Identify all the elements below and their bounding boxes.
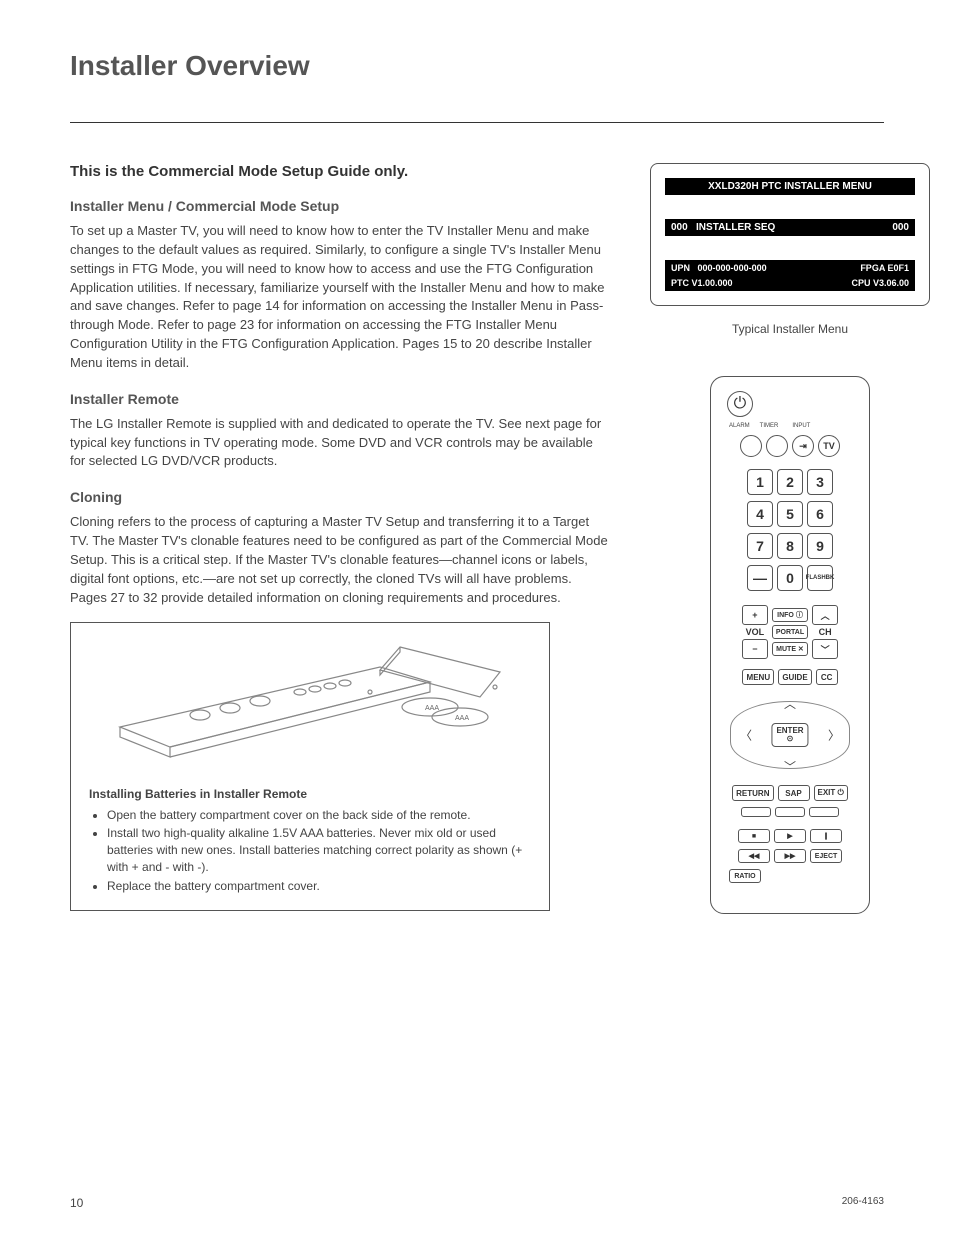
mute-button: MUTE ✕ bbox=[772, 642, 808, 656]
left-column: This is the Commercial Mode Setup Guide … bbox=[70, 163, 610, 914]
remote-diagram: ⏻ ALARM TIMER INPUT ⇥ TV 1 2 3 4 5 6 bbox=[710, 376, 870, 914]
battery-step: Replace the battery compartment cover. bbox=[107, 878, 531, 895]
battery-label-a: AAA bbox=[425, 705, 439, 712]
power-button: ⏻ bbox=[727, 391, 753, 417]
installer-menu-box: XXLD320H PTC INSTALLER MENU 000 INSTALLE… bbox=[650, 163, 930, 306]
alarm-label: ALARM bbox=[729, 423, 750, 429]
vol-down-button: − bbox=[742, 639, 768, 659]
rewind-button: ◀◀ bbox=[738, 849, 770, 863]
alarm-button bbox=[740, 435, 762, 457]
battery-step: Open the battery compartment cover on th… bbox=[107, 807, 531, 824]
arrow-right: 〉 bbox=[828, 727, 840, 744]
num-button: 3 bbox=[807, 469, 833, 495]
arrow-up: ︿ bbox=[784, 695, 796, 712]
pause-button: ∥ bbox=[810, 829, 842, 843]
page-number: 10 bbox=[70, 1196, 83, 1210]
battery-label-b: AAA bbox=[455, 715, 469, 722]
return-button: RETURN bbox=[732, 785, 773, 801]
input-label: INPUT bbox=[792, 423, 810, 429]
page-title: Installer Overview bbox=[70, 50, 884, 82]
flashbk-button: FLASHBK bbox=[807, 565, 833, 591]
arrow-down: ﹀ bbox=[784, 758, 796, 775]
num-button: 6 bbox=[807, 501, 833, 527]
color-button bbox=[741, 807, 771, 817]
guide-note-heading: This is the Commercial Mode Setup Guide … bbox=[70, 163, 610, 180]
timer-label: TIMER bbox=[760, 423, 779, 429]
num-button: 8 bbox=[777, 533, 803, 559]
eject-button: EJECT bbox=[810, 849, 842, 863]
num-button: 2 bbox=[777, 469, 803, 495]
cloning-body: Cloning refers to the process of capturi… bbox=[70, 513, 610, 607]
color-button bbox=[809, 807, 839, 817]
right-column: XXLD320H PTC INSTALLER MENU 000 INSTALLE… bbox=[650, 163, 930, 914]
installer-menu-row: 000 INSTALLER SEQ 000 bbox=[665, 219, 915, 236]
num-button: 5 bbox=[777, 501, 803, 527]
portal-button: PORTAL bbox=[772, 625, 808, 639]
cc-button: CC bbox=[816, 669, 838, 685]
play-button: ▶ bbox=[774, 829, 806, 843]
timer-button bbox=[766, 435, 788, 457]
divider bbox=[70, 122, 884, 123]
menu-setup-body: To set up a Master TV, you will need to … bbox=[70, 222, 610, 373]
battery-steps-list: Open the battery compartment cover on th… bbox=[89, 807, 531, 895]
vol-label: VOL bbox=[746, 627, 765, 637]
battery-step: Install two high-quality alkaline 1.5V A… bbox=[107, 825, 531, 875]
installer-menu-footer-1: UPN 000-000-000-000 FPGA E0F1 bbox=[665, 260, 915, 276]
num-button: 4 bbox=[747, 501, 773, 527]
info-button: INFO ⓘ bbox=[772, 608, 808, 622]
exit-button: EXIT ⏻ bbox=[814, 785, 848, 801]
battery-instructions-box: AAA AAA Installing Batteries in Installe… bbox=[70, 622, 550, 912]
num-button: 1 bbox=[747, 469, 773, 495]
guide-button: GUIDE bbox=[778, 669, 811, 685]
stop-button: ■ bbox=[738, 829, 770, 843]
battery-box-title: Installing Batteries in Installer Remote bbox=[89, 787, 531, 801]
installer-menu-title: XXLD320H PTC INSTALLER MENU bbox=[665, 178, 915, 195]
num-button: 7 bbox=[747, 533, 773, 559]
fastfwd-button: ▶▶ bbox=[774, 849, 806, 863]
remote-heading: Installer Remote bbox=[70, 391, 610, 407]
tv-button: TV bbox=[818, 435, 840, 457]
remote-battery-illustration: AAA AAA bbox=[100, 637, 520, 777]
color-button bbox=[775, 807, 805, 817]
arrow-left: 〈 bbox=[740, 727, 752, 744]
ch-up-button: ︿ bbox=[812, 605, 838, 625]
num-button: 9 bbox=[807, 533, 833, 559]
menu-button: MENU bbox=[742, 669, 774, 685]
remote-body: The LG Installer Remote is supplied with… bbox=[70, 415, 610, 472]
ch-down-button: ﹀ bbox=[812, 639, 838, 659]
menu-setup-heading: Installer Menu / Commercial Mode Setup bbox=[70, 198, 610, 214]
doc-code: 206-4163 bbox=[842, 1196, 884, 1210]
num-button: 0 bbox=[777, 565, 803, 591]
dash-button: — bbox=[747, 565, 773, 591]
ratio-button: RATIO bbox=[729, 869, 761, 883]
ch-label: CH bbox=[819, 627, 832, 637]
dpad: ︿ ﹀ 〈 〉 ENTER ⊙ bbox=[730, 695, 850, 775]
vol-up-button: + bbox=[742, 605, 768, 625]
cloning-heading: Cloning bbox=[70, 489, 610, 505]
enter-button: ENTER ⊙ bbox=[771, 723, 808, 747]
page-footer: 10 206-4163 bbox=[70, 1196, 884, 1210]
sap-button: SAP bbox=[778, 785, 810, 801]
installer-menu-caption: Typical Installer Menu bbox=[732, 322, 848, 336]
installer-menu-footer-2: PTC V1.00.000 CPU V3.06.00 bbox=[665, 275, 915, 291]
input-button: ⇥ bbox=[792, 435, 814, 457]
